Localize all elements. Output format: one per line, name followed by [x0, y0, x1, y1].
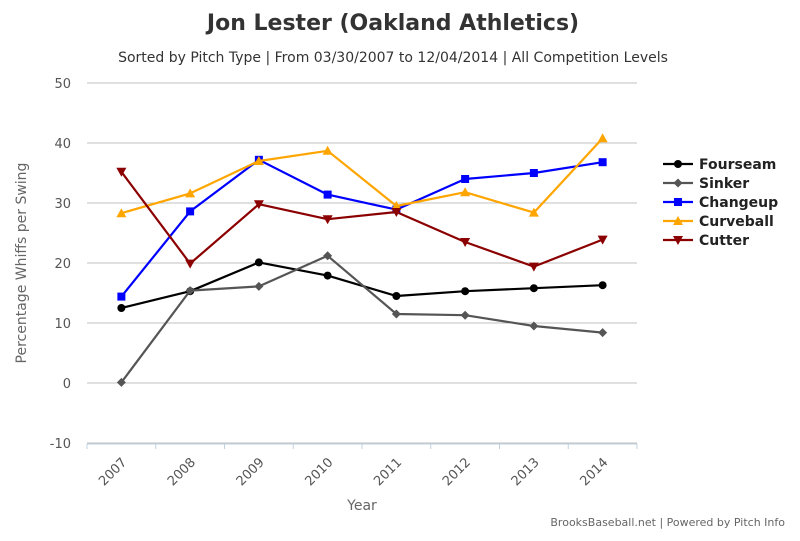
- data-point-fourseam[interactable]: [254, 258, 263, 267]
- legend-marker[interactable]: [674, 198, 682, 206]
- data-point-sinker[interactable]: [598, 328, 608, 338]
- data-point-cutter[interactable]: [597, 235, 608, 245]
- legend-marker[interactable]: [673, 216, 683, 225]
- legend-item-sinker[interactable]: Sinker: [663, 176, 749, 192]
- series-line-curveball: [121, 137, 604, 215]
- series-layer: [116, 133, 608, 387]
- data-point-sinker[interactable]: [254, 281, 264, 291]
- data-point-fourseam[interactable]: [323, 271, 332, 280]
- series-line-sinker: [120, 254, 603, 384]
- y-tick-label: 10: [54, 317, 71, 332]
- gridlines: [87, 82, 637, 444]
- data-point-fourseam[interactable]: [392, 292, 401, 300]
- legend-label: Cutter: [699, 233, 749, 249]
- series-cutter: [116, 167, 608, 272]
- data-point-curveball[interactable]: [185, 188, 196, 198]
- data-point-sinker[interactable]: [323, 251, 333, 261]
- x-axis-title: Year: [346, 498, 377, 514]
- y-axis-ticks: -10 0 10 20 30 40 50: [50, 77, 71, 452]
- data-point-cutter[interactable]: [185, 259, 196, 269]
- legend-label: Curveball: [699, 214, 774, 230]
- legend-label: Fourseam: [699, 157, 776, 173]
- legend-marker[interactable]: [673, 236, 683, 245]
- series-sinker: [116, 251, 608, 387]
- data-point-sinker[interactable]: [460, 310, 470, 320]
- y-axis-title: Percentage Whiffs per Swing: [14, 163, 30, 364]
- data-point-curveball[interactable]: [322, 145, 333, 155]
- data-point-cutter[interactable]: [528, 262, 539, 272]
- legend-item-cutter[interactable]: Cutter: [663, 233, 749, 249]
- chart-subtitle: Sorted by Pitch Type | From 03/30/2007 t…: [118, 50, 668, 66]
- chart-title: Jon Lester (Oakland Athletics): [205, 11, 579, 36]
- data-point-sinker[interactable]: [116, 377, 126, 387]
- credits[interactable]: BrooksBaseball.net | Powered by Pitch In…: [550, 516, 785, 529]
- data-point-curveball[interactable]: [391, 201, 402, 210]
- y-tick-label: -10: [50, 437, 71, 452]
- legend-item-fourseam[interactable]: Fourseam: [663, 157, 776, 173]
- legend-label: Sinker: [699, 176, 749, 192]
- data-point-changeup[interactable]: [461, 175, 470, 183]
- legend-item-changeup[interactable]: Changeup: [663, 195, 778, 211]
- series-line-changeup: [120, 158, 603, 298]
- data-point-curveball[interactable]: [597, 133, 608, 143]
- series-curveball: [116, 133, 608, 218]
- data-point-curveball[interactable]: [116, 208, 127, 218]
- data-point-curveball[interactable]: [253, 156, 264, 165]
- legend-marker[interactable]: [674, 160, 682, 168]
- data-point-cutter[interactable]: [460, 238, 471, 247]
- data-point-changeup[interactable]: [529, 169, 538, 177]
- data-point-fourseam[interactable]: [529, 284, 538, 293]
- data-point-changeup[interactable]: [598, 158, 607, 167]
- data-point-sinker[interactable]: [529, 321, 539, 331]
- series-line-cutter: [120, 171, 604, 268]
- y-tick-label: 20: [54, 257, 71, 272]
- data-point-cutter[interactable]: [322, 215, 333, 225]
- data-point-cutter[interactable]: [253, 200, 264, 210]
- data-point-changeup[interactable]: [117, 292, 126, 301]
- data-point-fourseam[interactable]: [461, 287, 470, 296]
- data-point-sinker[interactable]: [391, 309, 401, 319]
- data-point-changeup[interactable]: [323, 190, 332, 199]
- data-point-cutter[interactable]: [391, 208, 402, 217]
- data-point-changeup[interactable]: [186, 207, 195, 216]
- legend: Fourseam Sinker Changeup Curveball Cutter: [663, 157, 778, 249]
- data-point-curveball[interactable]: [528, 207, 539, 217]
- y-tick-label: 50: [54, 77, 71, 92]
- data-point-curveball[interactable]: [460, 187, 471, 197]
- legend-marker[interactable]: [673, 178, 683, 188]
- y-tick-label: 40: [54, 137, 71, 152]
- data-point-sinker[interactable]: [185, 286, 195, 296]
- y-tick-label: 30: [54, 197, 71, 212]
- y-tick-label: 0: [63, 377, 71, 392]
- legend-item-curveball[interactable]: Curveball: [663, 214, 774, 230]
- data-point-cutter[interactable]: [116, 167, 127, 177]
- data-point-fourseam[interactable]: [117, 304, 126, 312]
- data-point-fourseam[interactable]: [598, 281, 607, 290]
- legend-label: Changeup: [699, 195, 778, 211]
